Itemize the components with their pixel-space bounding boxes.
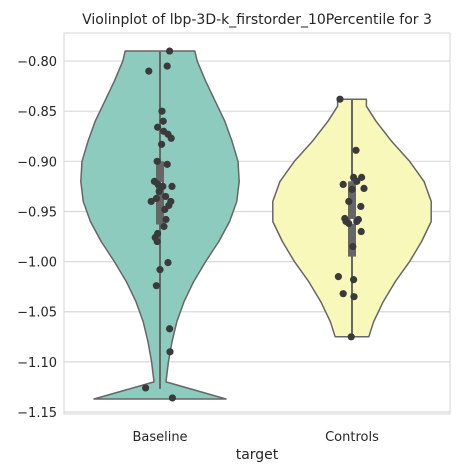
data-point-baseline [153, 237, 161, 246]
y-tick-label: −0.85 [17, 105, 57, 120]
data-point-controls [353, 177, 361, 185]
data-point-controls [360, 184, 368, 193]
data-point-baseline [163, 160, 171, 168]
data-point-baseline [163, 62, 171, 70]
data-point-controls [347, 333, 355, 341]
plot-area-frame [63, 32, 451, 415]
data-point-baseline [168, 394, 176, 402]
y-tick-label: −1.05 [17, 306, 57, 321]
data-point-controls [339, 290, 347, 298]
data-point-baseline [152, 282, 160, 290]
x-axis-title: target [236, 447, 279, 463]
data-point-baseline [168, 182, 176, 191]
y-tick-labels: −0.80 −0.85 −0.90 −0.95 −1.00 −1.05 −1.10 −1.15 [17, 55, 57, 421]
data-point-baseline [161, 205, 169, 214]
x-tick-label: Controls [325, 430, 379, 445]
data-point-baseline [145, 67, 153, 75]
data-point-baseline [166, 348, 174, 356]
data-point-baseline [167, 134, 175, 142]
y-tick-label: −0.80 [17, 55, 57, 70]
data-point-baseline [160, 222, 168, 231]
data-point-controls [358, 173, 366, 181]
data-point-baseline [155, 187, 163, 196]
y-tick-label: −0.95 [17, 205, 57, 220]
chart-title: Violinplot of lbp-3D-k_firstorder_10Perc… [82, 12, 432, 28]
y-tick-label: −1.15 [17, 406, 57, 421]
data-point-baseline [162, 215, 170, 224]
data-point-baseline [162, 192, 170, 201]
data-point-controls [339, 180, 347, 188]
data-point-baseline [156, 266, 164, 274]
data-point-controls [357, 202, 365, 211]
data-point-baseline [166, 47, 174, 55]
y-tick-label: −1.10 [17, 356, 57, 371]
x-tick-labels: Baseline Controls [132, 430, 379, 445]
data-point-controls [345, 219, 353, 228]
data-point-baseline [159, 182, 167, 191]
data-point-baseline [153, 157, 161, 165]
data-point-controls [357, 227, 365, 236]
strip-points [142, 47, 368, 402]
data-point-baseline [147, 197, 155, 206]
data-point-controls [349, 242, 357, 251]
y-tick-label: −0.90 [17, 155, 57, 170]
data-point-baseline [159, 117, 167, 125]
data-point-controls [348, 185, 356, 194]
x-tick-label: Baseline [132, 430, 187, 445]
data-point-baseline [158, 107, 166, 115]
violins [80, 50, 432, 400]
data-point-baseline [166, 325, 174, 333]
y-tick-label: −1.00 [17, 256, 57, 271]
data-point-controls [352, 146, 360, 154]
data-point-baseline [142, 384, 150, 392]
data-point-controls [334, 273, 342, 281]
data-point-baseline [152, 194, 160, 203]
data-point-controls [350, 293, 358, 301]
data-point-controls [336, 95, 344, 103]
data-point-baseline [164, 259, 172, 267]
data-point-controls [345, 197, 353, 206]
data-point-controls [353, 217, 361, 226]
data-point-baseline [158, 140, 166, 148]
data-point-baseline [154, 123, 162, 131]
data-point-controls [350, 276, 358, 284]
